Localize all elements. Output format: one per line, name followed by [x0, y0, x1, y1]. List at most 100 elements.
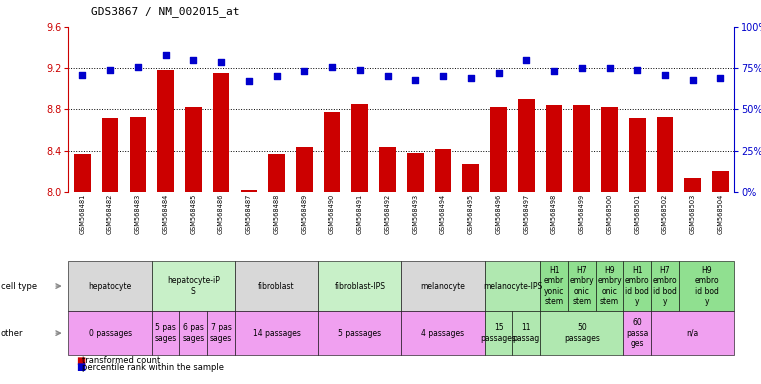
Text: 14 passages: 14 passages [253, 329, 301, 338]
Point [492, 70, 505, 76]
Text: GSM568487: GSM568487 [246, 194, 252, 234]
Text: GSM568488: GSM568488 [273, 194, 279, 234]
Bar [240, 190, 257, 192]
Text: GSM568501: GSM568501 [634, 194, 640, 234]
Point [215, 58, 228, 65]
Text: GSM568498: GSM568498 [551, 194, 557, 234]
Text: GSM568504: GSM568504 [718, 194, 724, 234]
Text: GSM568495: GSM568495 [468, 194, 474, 234]
Bar [463, 164, 479, 192]
Bar [657, 117, 673, 192]
Point [243, 78, 255, 84]
Point [437, 73, 449, 79]
Text: fibroblast: fibroblast [258, 281, 295, 291]
Text: hepatocyte: hepatocyte [88, 281, 132, 291]
Text: GSM568481: GSM568481 [79, 194, 85, 234]
Text: GSM568482: GSM568482 [107, 194, 113, 234]
Text: GSM568493: GSM568493 [412, 194, 419, 234]
Point [603, 65, 616, 71]
Point [381, 73, 393, 79]
Text: ■: ■ [76, 356, 85, 366]
Text: cell type: cell type [1, 281, 37, 291]
Text: 50
passages: 50 passages [564, 323, 600, 343]
Bar [74, 154, 91, 192]
Bar [684, 177, 701, 192]
Bar [435, 149, 451, 192]
Text: GSM568492: GSM568492 [384, 194, 390, 234]
Bar [185, 108, 202, 192]
Bar [490, 108, 507, 192]
Bar [323, 111, 340, 192]
Text: H7
embry
onic
stem: H7 embry onic stem [569, 266, 594, 306]
Bar [518, 99, 534, 192]
Point [659, 72, 671, 78]
Bar [574, 105, 590, 192]
Text: H9
embry
onic
stem: H9 embry onic stem [597, 266, 622, 306]
Point [187, 57, 199, 63]
Bar [407, 153, 424, 192]
Text: 6 pas
sages: 6 pas sages [182, 323, 205, 343]
Bar [629, 118, 645, 192]
Point [575, 65, 587, 71]
Text: GSM568485: GSM568485 [190, 194, 196, 234]
Point [409, 77, 422, 83]
Bar [352, 104, 368, 192]
Point [326, 63, 338, 70]
Bar [268, 154, 285, 192]
Point [354, 67, 366, 73]
Text: GSM568486: GSM568486 [218, 194, 224, 234]
Text: GSM568499: GSM568499 [579, 194, 584, 234]
Bar [158, 70, 174, 192]
Bar [601, 108, 618, 192]
Text: GSM568489: GSM568489 [301, 194, 307, 234]
Text: melanocyte: melanocyte [421, 281, 466, 291]
Bar [296, 147, 313, 192]
Point [76, 72, 88, 78]
Text: n/a: n/a [686, 329, 699, 338]
Text: other: other [1, 329, 24, 338]
Point [521, 57, 533, 63]
Text: GSM568503: GSM568503 [689, 194, 696, 234]
Bar [129, 117, 146, 192]
Text: 5 passages: 5 passages [338, 329, 381, 338]
Point [160, 52, 172, 58]
Point [132, 63, 144, 70]
Bar [102, 118, 119, 192]
Bar [213, 73, 229, 192]
Point [686, 77, 699, 83]
Point [298, 68, 310, 74]
Text: melanocyte-IPS: melanocyte-IPS [482, 281, 542, 291]
Text: GSM568497: GSM568497 [524, 194, 530, 234]
Text: GSM568494: GSM568494 [440, 194, 446, 234]
Point [715, 75, 727, 81]
Text: H1
embro
id bod
y: H1 embro id bod y [625, 266, 650, 306]
Text: H1
embr
yonic
stem: H1 embr yonic stem [544, 266, 564, 306]
Text: GSM568490: GSM568490 [329, 194, 335, 234]
Text: 7 pas
sages: 7 pas sages [210, 323, 232, 343]
Text: 4 passages: 4 passages [422, 329, 465, 338]
Text: GSM568496: GSM568496 [495, 194, 501, 234]
Text: GSM568491: GSM568491 [357, 194, 363, 234]
Text: GDS3867 / NM_002015_at: GDS3867 / NM_002015_at [91, 6, 240, 17]
Bar [712, 171, 729, 192]
Text: percentile rank within the sample: percentile rank within the sample [82, 363, 224, 372]
Bar [546, 105, 562, 192]
Text: 5 pas
sages: 5 pas sages [154, 323, 177, 343]
Text: GSM568484: GSM568484 [163, 194, 169, 234]
Text: GSM568483: GSM568483 [135, 194, 141, 234]
Bar [379, 147, 396, 192]
Text: H9
embro
id bod
y: H9 embro id bod y [694, 266, 719, 306]
Point [548, 68, 560, 74]
Text: 15
passages: 15 passages [481, 323, 517, 343]
Text: ■: ■ [76, 362, 85, 372]
Point [104, 67, 116, 73]
Text: fibroblast-IPS: fibroblast-IPS [334, 281, 385, 291]
Text: GSM568500: GSM568500 [607, 194, 613, 234]
Text: 11
passag: 11 passag [513, 323, 540, 343]
Text: 0 passages: 0 passages [88, 329, 132, 338]
Text: GSM568502: GSM568502 [662, 194, 668, 234]
Text: H7
embro
id bod
y: H7 embro id bod y [653, 266, 677, 306]
Point [465, 75, 477, 81]
Text: 60
passa
ges: 60 passa ges [626, 318, 648, 348]
Point [631, 67, 643, 73]
